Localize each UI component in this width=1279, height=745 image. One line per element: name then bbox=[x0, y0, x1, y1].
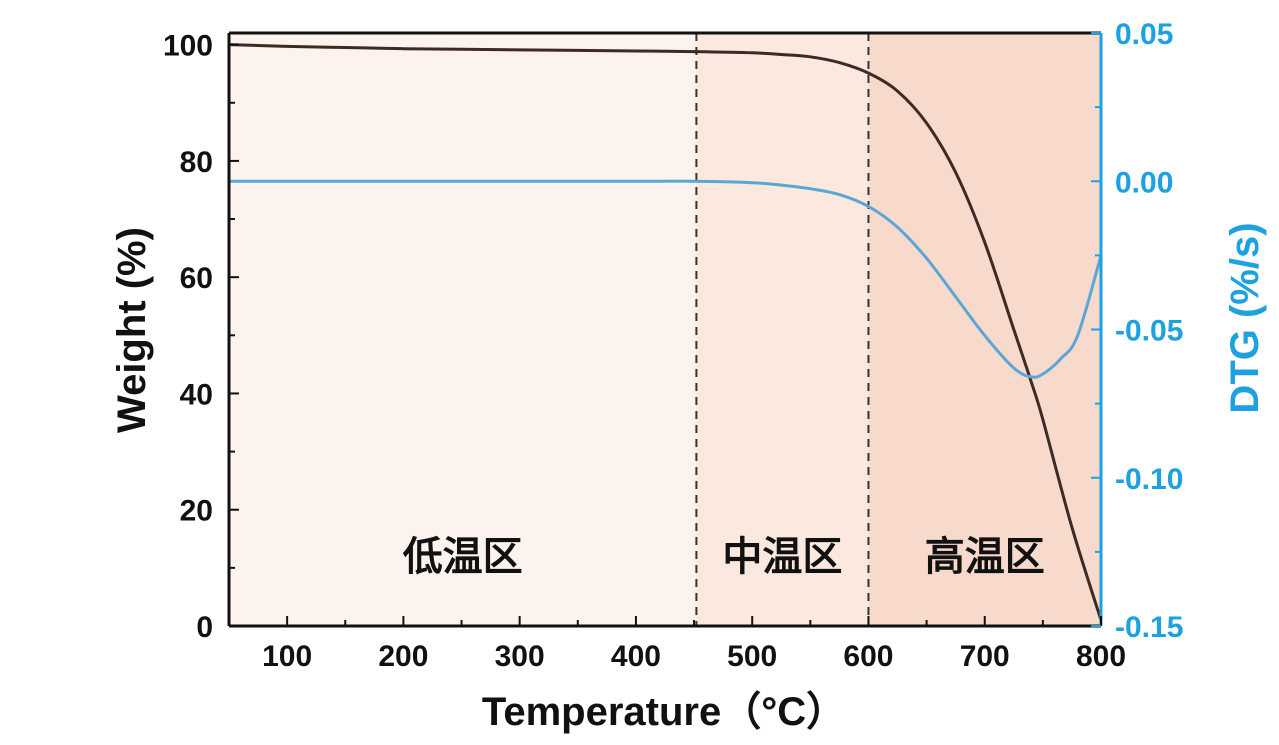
data-series bbox=[228, 43, 1103, 621]
y-right-tick-label: 0.00 bbox=[1115, 166, 1173, 199]
y-axis-right-title: DTG (%/s) bbox=[1223, 222, 1267, 413]
axes: 100 200 300 400 500 600 700 800 0 20 40 60 80 100 0.05… bbox=[163, 18, 1183, 673]
x-tick-label: 100 bbox=[262, 640, 312, 673]
dtg-series-line bbox=[229, 179, 1103, 379]
y-right-tick-label: 0.05 bbox=[1115, 18, 1173, 51]
y-left-tick-label: 80 bbox=[180, 146, 213, 179]
region-band-2 bbox=[696, 33, 869, 626]
x-tick-label: 300 bbox=[495, 640, 545, 673]
temperature-regions bbox=[229, 33, 1101, 626]
y-left-tick-label: 40 bbox=[180, 378, 213, 411]
y-right-tick-label: -0.10 bbox=[1115, 463, 1183, 496]
y-left-tick-label: 0 bbox=[196, 611, 213, 644]
y-right-tick-label: -0.15 bbox=[1115, 611, 1183, 644]
region-band-1 bbox=[229, 33, 697, 626]
y-left-tick-label: 60 bbox=[180, 262, 213, 295]
region-label-1: 低温区 bbox=[403, 533, 523, 580]
region-band-3 bbox=[868, 33, 1101, 626]
y-left-tick-label: 20 bbox=[180, 495, 213, 528]
region-label-3: 高温区 bbox=[925, 533, 1045, 580]
weight-series-line bbox=[228, 43, 1103, 621]
x-tick-label: 600 bbox=[843, 640, 893, 673]
x-tick-label: 700 bbox=[960, 640, 1010, 673]
y-axis-left-title: Weight (%) bbox=[110, 227, 154, 433]
x-tick-label: 200 bbox=[378, 640, 428, 673]
region-label-2: 中温区 bbox=[722, 533, 842, 580]
x-axis-title: Temperature（°C） bbox=[482, 690, 846, 734]
region-labels: 低温区 中温区 高温区 bbox=[403, 533, 1045, 580]
x-tick-label: 800 bbox=[1076, 640, 1126, 673]
y-right-tick-label: -0.05 bbox=[1115, 315, 1183, 348]
x-tick-label: 400 bbox=[611, 640, 661, 673]
x-tick-label: 500 bbox=[727, 640, 777, 673]
region-dividers bbox=[695, 33, 870, 626]
y-left-tick-label: 100 bbox=[163, 30, 213, 63]
